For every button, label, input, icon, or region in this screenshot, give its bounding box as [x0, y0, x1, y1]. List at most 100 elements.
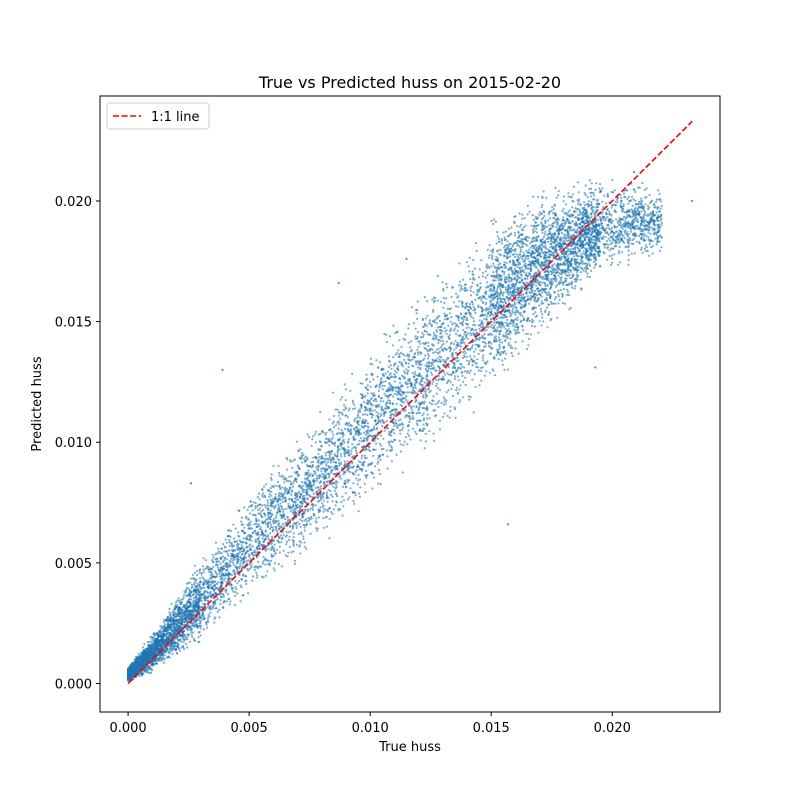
scatter-point	[438, 319, 441, 323]
scatter-point	[526, 332, 530, 335]
scatter-point	[592, 260, 596, 263]
scatter-point	[504, 288, 507, 291]
scatter-point	[282, 549, 285, 552]
scatter-point	[276, 480, 279, 484]
scatter-point	[190, 633, 193, 636]
scatter-point	[199, 634, 202, 637]
scatter-point	[358, 478, 362, 481]
scatter-point	[466, 337, 469, 340]
scatter-point	[465, 316, 468, 319]
scatter-point	[325, 473, 328, 476]
scatter-point	[459, 280, 462, 283]
scatter-point	[555, 196, 558, 199]
scatter-point	[394, 375, 397, 378]
scatter-point	[220, 580, 223, 583]
scatter-point	[532, 195, 535, 198]
scatter-point	[388, 410, 392, 414]
scatter-point	[525, 249, 528, 252]
scatter-point	[468, 302, 471, 306]
scatter-point	[424, 432, 427, 435]
scatter-point	[475, 249, 478, 253]
scatter-point	[632, 237, 636, 240]
scatter-point	[416, 419, 419, 422]
scatter-point	[262, 492, 265, 495]
scatter-point	[272, 464, 275, 468]
scatter-point	[277, 503, 280, 506]
scatter-point	[328, 437, 331, 441]
scatter-point	[445, 286, 449, 289]
scatter-point	[383, 429, 386, 432]
scatter-point	[312, 456, 315, 459]
scatter-point	[432, 432, 435, 435]
scatter-point	[277, 464, 280, 467]
scatter-point	[319, 410, 322, 413]
scatter-point	[492, 321, 495, 324]
scatter-point	[482, 271, 485, 274]
scatter-point	[493, 374, 497, 377]
scatter-point	[477, 306, 480, 309]
scatter-point	[352, 499, 355, 503]
scatter-point	[293, 480, 296, 483]
scatter-point	[607, 237, 610, 240]
scatter-point	[473, 339, 476, 342]
scatter-point	[408, 391, 411, 394]
scatter-point	[571, 206, 574, 209]
scatter-point	[620, 202, 623, 205]
scatter-point	[573, 287, 576, 290]
scatter-point	[174, 603, 177, 606]
scatter-point	[332, 433, 335, 436]
scatter-point	[401, 471, 404, 474]
scatter-point	[380, 396, 383, 400]
scatter-point	[514, 241, 517, 245]
scatter-point	[474, 348, 477, 351]
scatter-point	[374, 385, 377, 388]
scatter-point	[186, 620, 189, 623]
scatter-point	[339, 398, 342, 401]
scatter-point	[405, 368, 408, 371]
scatter-point	[363, 406, 366, 409]
scatter-point	[377, 460, 380, 463]
scatter-point	[655, 211, 658, 214]
scatter-point	[479, 366, 483, 369]
scatter-point	[452, 322, 455, 325]
scatter-point	[292, 509, 295, 512]
scatter-point	[384, 403, 387, 406]
scatter-point	[403, 391, 406, 394]
scatter-point	[617, 239, 620, 242]
scatter-point	[511, 354, 514, 358]
scatter-point	[636, 218, 639, 221]
scatter-point	[271, 497, 274, 500]
scatter-point	[296, 503, 299, 506]
scatter-point	[435, 329, 438, 332]
scatter-point	[384, 372, 387, 375]
scatter-point	[562, 287, 566, 291]
scatter-point	[398, 439, 401, 443]
scatter-point	[225, 580, 228, 583]
scatter-point	[516, 316, 519, 319]
scatter-point	[425, 330, 428, 333]
scatter-point	[351, 401, 355, 404]
scatter-point	[398, 361, 401, 364]
scatter-point	[341, 485, 345, 488]
scatter-point	[200, 571, 203, 574]
scatter-point	[393, 432, 396, 435]
scatter-point	[617, 221, 620, 224]
scatter-point	[235, 588, 238, 591]
scatter-point	[458, 284, 461, 287]
scatter-point	[199, 627, 202, 630]
scatter-point	[224, 546, 227, 549]
scatter-point	[475, 328, 478, 331]
scatter-point	[287, 518, 290, 522]
scatter-point	[498, 332, 501, 335]
scatter-point	[213, 590, 216, 593]
scatter-point	[498, 348, 501, 351]
scatter-point	[288, 545, 291, 548]
scatter-point	[561, 301, 565, 304]
scatter-point	[501, 359, 504, 362]
scatter-point	[216, 610, 219, 614]
scatter-point	[325, 525, 328, 528]
scatter-point	[512, 305, 515, 308]
scatter-point	[422, 419, 425, 422]
scatter-point	[567, 195, 570, 198]
scatter-point	[232, 556, 235, 559]
